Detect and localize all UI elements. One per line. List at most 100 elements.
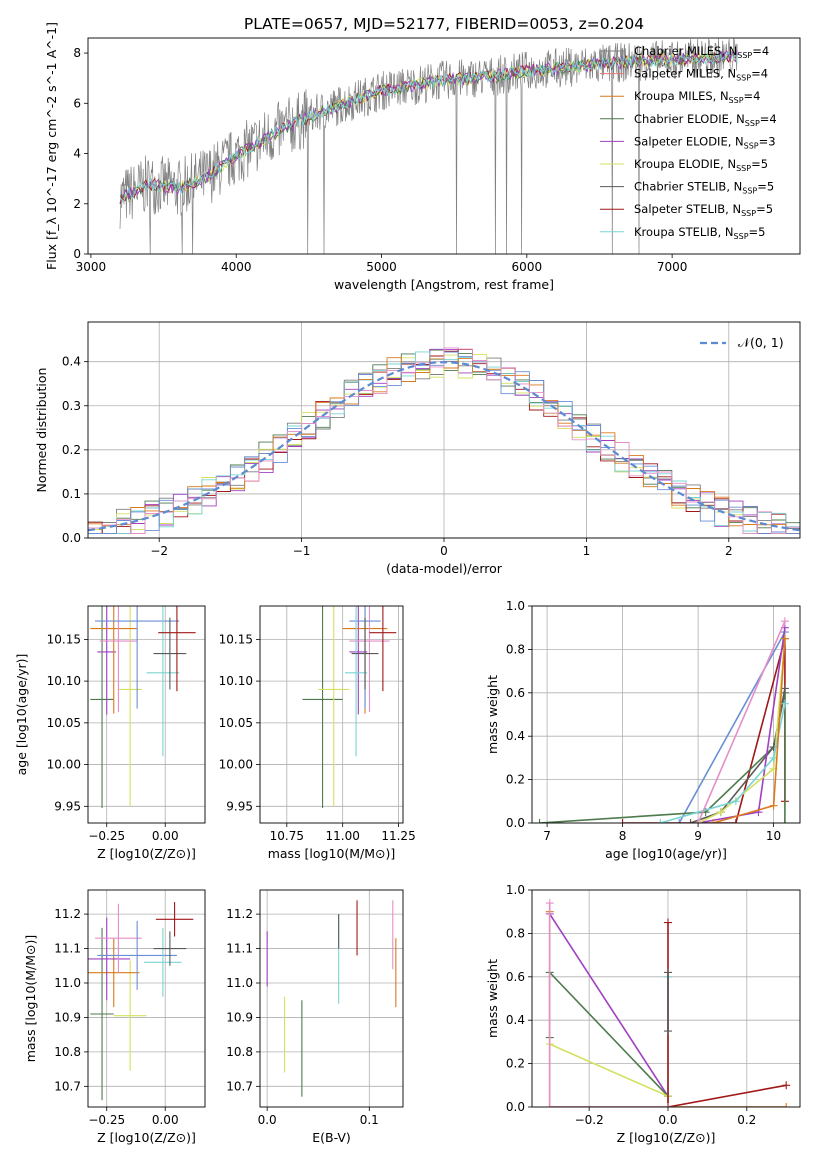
errorbar-point [153,931,187,966]
errorbar-point [351,617,379,690]
mass-weight-marker [782,1103,791,1107]
mass-weight-marker [782,1081,791,1090]
y-axis-label: mass weight [485,959,500,1038]
y-tick-label: 10.8 [54,1045,81,1059]
legend-subscript: SSP [745,119,760,128]
y-tick-label: 10.15 [219,632,253,646]
y-tick-label: 0.0 [62,531,81,545]
y-tick-label: 10.9 [54,1010,81,1024]
panel-mass_vs_Z: −0.25 0.00 10.7 10.8 10.9 11.0 11.1 11.2 Z [log1… [23,889,206,1145]
axes-frame [87,321,801,539]
legend-entry: Kroupa ELODIE, NSSP=5 [634,157,768,173]
x-axis-label: Z [log10(Z/Z⊙)] [97,1130,196,1145]
x-tick-label: 5000 [366,260,397,274]
x-tick-label: −1 [293,544,311,558]
x-tick-label: 8 [619,829,627,843]
legend-subscript: SSP [729,96,744,105]
axes-frame [259,605,404,824]
y-tick-label: 1.0 [506,599,525,613]
legend-text-tail: =4 [752,44,769,58]
x-tick-label: 11.00 [325,829,359,843]
x-tick-label: 7 [543,829,551,843]
residual-histogram [88,351,800,535]
mass-weight-marker [663,918,672,927]
errorbar-point [88,917,131,1001]
y-tick-label: 11.0 [226,976,253,990]
x-tick-label: 7000 [657,260,688,274]
errorbar-point [118,606,142,807]
x-axis-label: age [log10(age/yr)] [605,846,727,861]
legend-text-tail: =5 [751,157,768,171]
axes-frame [531,889,801,1108]
residual-histogram [88,357,800,535]
errorbar-point [95,606,180,709]
y-tick-label: 10.00 [47,758,81,772]
y-tick-label: 0.8 [506,642,525,656]
mass-weight-line [549,913,669,1097]
y-tick-label: 11.0 [54,976,81,990]
errorbar-point [99,606,138,712]
axes-frame [531,605,801,824]
mass-weight-marker [709,819,718,823]
errorbar-point [155,902,194,937]
y-axis-label: age [log10(age/yr)] [14,654,29,776]
y-tick-label: 10.7 [226,1079,253,1093]
mass-weight-marker [694,819,703,823]
legend-subscript: SSP [737,51,752,60]
y-tick-label: 4 [73,147,81,161]
errorbar-point [90,606,138,714]
mass-weight-marker [545,899,554,908]
x-tick-label: −0.25 [88,1113,125,1127]
x-tick-label: 0.2 [737,1113,756,1127]
x-tick-label: 2 [725,544,733,558]
legend-subscript: SSP [734,232,749,241]
y-axis-label: mass weight [485,675,500,754]
errorbar-point [97,921,177,990]
legend-entry: Chabrier ELODIE, NSSP=4 [634,112,777,128]
x-tick-label: 4000 [221,260,252,274]
x-tick-label: 0.00 [152,829,179,843]
errorbar-point [90,606,114,808]
mass-weight-line [548,903,668,1107]
y-tick-label: 0.1 [62,487,81,501]
y-tick-label: 10.15 [47,632,81,646]
mass-weight-marker [731,819,740,823]
legend-text: Chabrier STELIB, N [634,180,742,194]
y-tick-label: 11.2 [226,907,253,921]
legend-entry: Chabrier MILES, NSSP=4 [634,44,769,60]
plot-area [88,347,800,535]
legend-text-tail: =3 [759,134,776,148]
y-tick-label: 0.6 [506,970,525,984]
mass-weight-line [549,1043,669,1097]
y-tick-label: 11.1 [54,942,81,956]
errorbar-point [144,927,182,997]
legend-text-tail: =4 [760,112,777,126]
legend-text: Chabrier ELODIE, N [634,112,745,126]
x-axis-label: wavelength [Angstrom, rest frame] [334,277,554,292]
mass-weight-marker [780,699,789,708]
legend-text: Chabrier MILES, N [634,44,737,58]
x-tick-label: 1 [583,544,591,558]
plot-area [535,617,789,823]
legend-text-tail: =5 [756,202,773,216]
y-tick-label: 0.2 [506,773,525,787]
y-axis-label: mass [log10(M/M⊙)] [23,935,38,1063]
x-axis-label: mass [log10(M/M⊙)] [268,846,396,861]
errorbar-point [146,606,180,757]
axes-frame [259,889,404,1108]
axes-frame [87,889,206,1108]
errorbar-point [97,606,117,715]
y-tick-label: 10.9 [226,1010,253,1024]
y-tick-label: 0.6 [506,686,525,700]
mass-weight-line [697,620,786,823]
spectrum-model-line [119,50,738,203]
y-tick-label: 0.0 [506,816,525,830]
mass-weight-line [697,638,786,823]
legend-entry: Salpeter MILES, NSSP=4 [634,67,768,83]
x-axis-label: E(B-V) [312,1130,351,1145]
panel-massweight_vs_age: 7 8 9 10 0.0 0.2 0.4 0.6 0.8 1.0 age [log10(age/yr… [485,599,801,861]
y-tick-label: 9.95 [54,799,81,813]
mass-weight-marker [731,797,740,806]
legend-subscript: SSP [744,141,759,150]
x-axis-label: Z [log10(Z/Z⊙)] [617,1130,716,1145]
